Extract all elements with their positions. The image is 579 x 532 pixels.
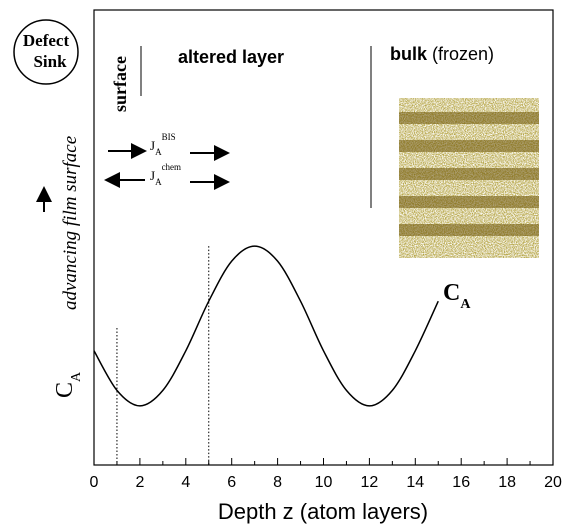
bulk-label: bulk [390, 44, 428, 64]
x-tick-label: 2 [135, 474, 144, 491]
x-tick-label: 6 [227, 474, 236, 491]
sub: A [155, 177, 162, 187]
defect-label: Defect [23, 31, 70, 50]
bulk-note: (frozen) [432, 44, 494, 64]
sym: J [150, 168, 155, 183]
sub: A [69, 371, 84, 382]
x-axis-label: Depth z (atom layers) [218, 499, 428, 524]
bulk-image [399, 98, 539, 258]
sub: A [155, 147, 162, 157]
x-tick-label: 16 [452, 474, 470, 491]
flux-arrows [104, 143, 230, 190]
bulk-text: bulk (frozen) [390, 44, 494, 64]
flux-chem: JAchem [150, 162, 181, 187]
sink-label: Sink [33, 52, 67, 71]
x-tick-label: 10 [315, 474, 333, 491]
x-tick-label: 8 [273, 474, 282, 491]
x-tick-label: 4 [181, 474, 190, 491]
altered-label: altered layer [178, 47, 284, 67]
sym: C [443, 280, 460, 306]
sym: C [52, 382, 78, 398]
surface-label: surface [110, 56, 130, 112]
curve-label: CA [443, 280, 471, 312]
x-tick-label: 0 [90, 474, 99, 491]
flux-bis: JABIS [150, 132, 176, 157]
sup: chem [162, 162, 182, 172]
defect-sink-circle [13, 19, 79, 85]
advancing-label: advancing film surface [60, 136, 81, 310]
concentration-curve [93, 245, 439, 407]
x-tick-label: 12 [361, 474, 379, 491]
y-axis-label: CA [52, 371, 84, 398]
x-tick-label: 14 [406, 474, 424, 491]
x-tick-label: 18 [498, 474, 516, 491]
sym: J [150, 138, 155, 153]
sub: A [460, 297, 471, 312]
sup: BIS [162, 132, 176, 142]
x-tick-label: 20 [544, 474, 562, 491]
